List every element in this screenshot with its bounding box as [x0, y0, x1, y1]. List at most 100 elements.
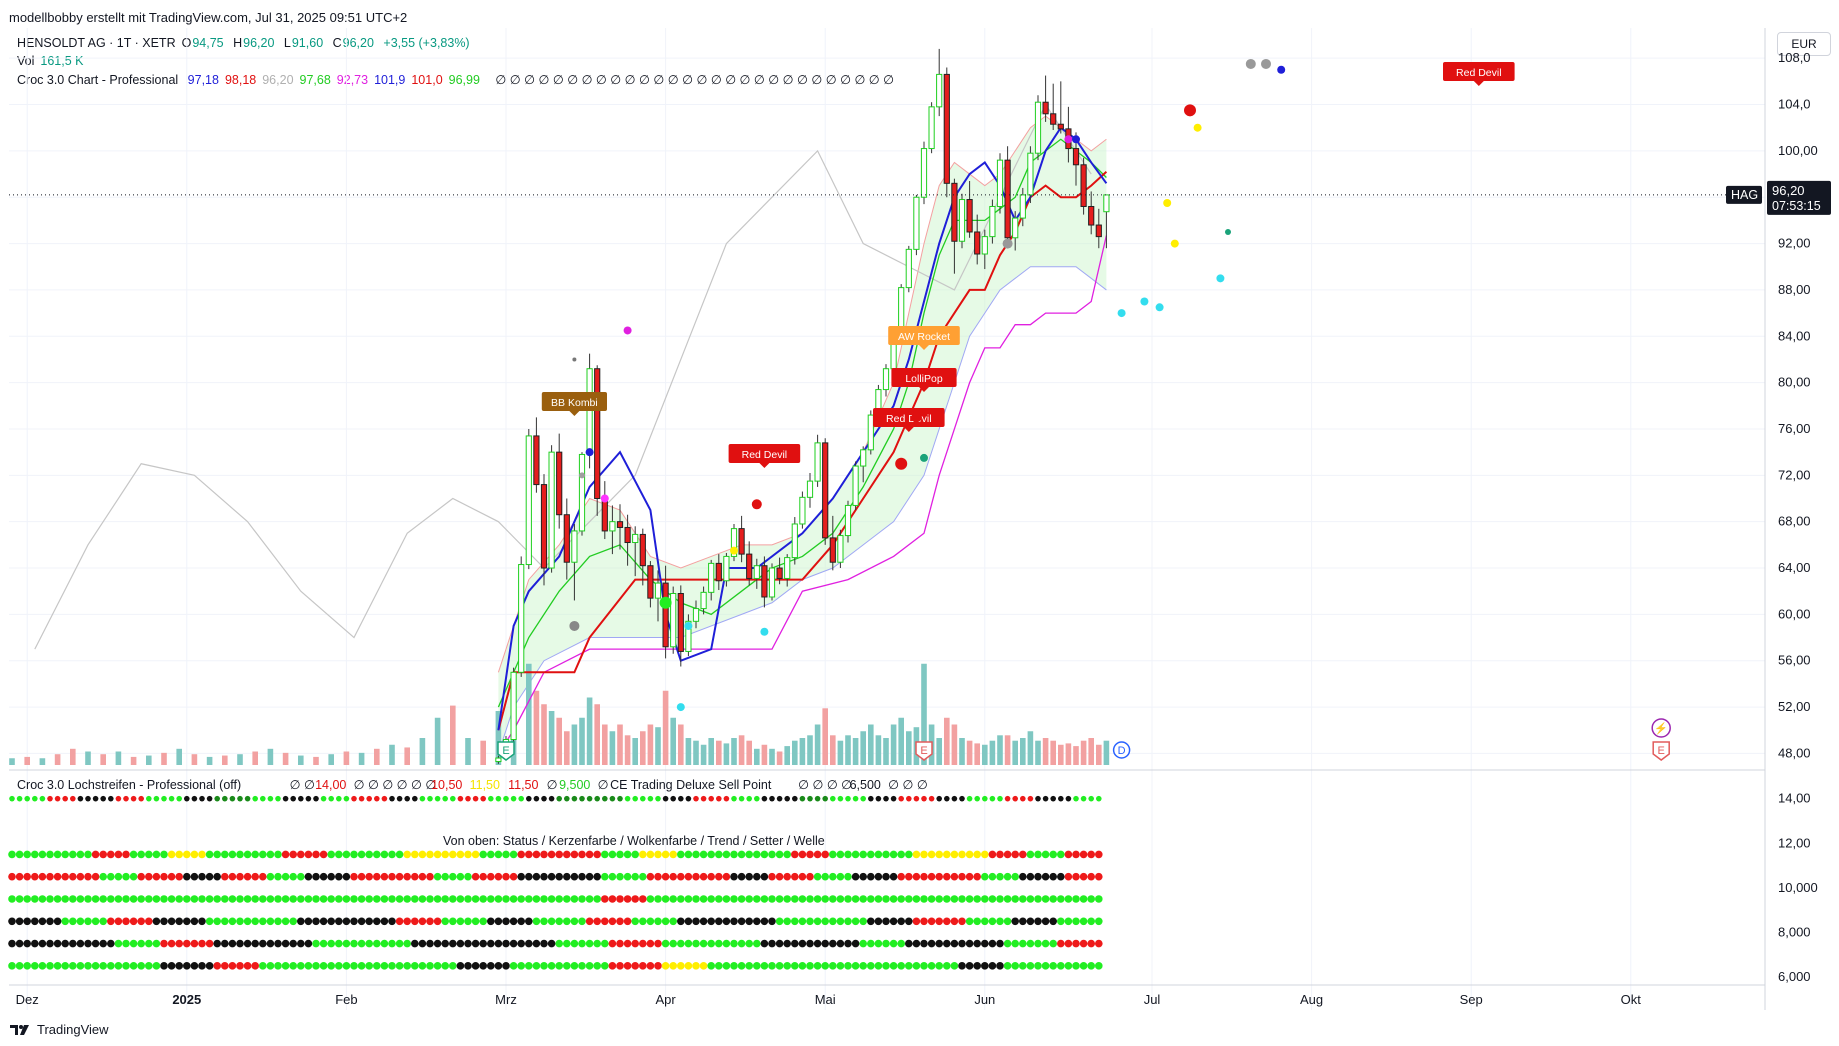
status-dot — [517, 895, 525, 903]
status-dot — [84, 917, 92, 926]
candle — [495, 757, 502, 763]
status-dot — [108, 795, 114, 802]
volume-bar — [1073, 746, 1079, 765]
lower-indicator-name: Croc 3.0 Lochstreifen - Professional (of… — [17, 778, 241, 792]
status-dot — [769, 795, 775, 802]
status-dot — [8, 917, 16, 926]
croc-value: 98,18 — [224, 73, 257, 87]
status-dot — [312, 939, 320, 948]
status-dot — [99, 962, 107, 970]
status-dot — [624, 795, 631, 802]
candle — [981, 236, 988, 255]
status-dot — [867, 917, 875, 926]
volume-bar — [419, 738, 426, 765]
volume-bar — [761, 744, 768, 765]
volume-bar — [1020, 738, 1026, 765]
status-dot — [935, 939, 943, 948]
status-dot — [8, 850, 16, 859]
status-dot — [775, 962, 784, 970]
status-dot — [662, 795, 669, 802]
status-dot — [760, 939, 769, 948]
status-dot — [365, 850, 374, 859]
status-dot — [91, 895, 100, 903]
status-dot — [821, 895, 829, 903]
status-dot — [198, 962, 206, 970]
status-dot — [1003, 939, 1012, 948]
status-dot — [874, 939, 883, 948]
status-dot — [730, 962, 738, 970]
signal-dot — [579, 472, 585, 479]
status-dot — [943, 939, 951, 948]
status-dot — [540, 939, 548, 948]
currency-selector[interactable]: EUR — [1777, 32, 1831, 56]
status-dot — [753, 962, 761, 970]
status-dot — [76, 850, 85, 859]
status-dot — [737, 850, 746, 859]
status-dot — [555, 872, 563, 881]
status-dot — [23, 895, 32, 903]
status-dot — [730, 850, 738, 859]
status-dot — [312, 850, 320, 859]
status-dot — [267, 795, 274, 802]
status-dot — [555, 917, 563, 926]
status-dot — [419, 795, 426, 802]
symbol-name[interactable]: HENSOLDT AG · 1T · XETR — [17, 36, 176, 50]
tradingview-logo-icon — [10, 1024, 29, 1035]
volume-bar — [556, 717, 562, 765]
candle — [829, 537, 836, 563]
status-dot — [517, 962, 525, 970]
status-dot — [342, 917, 351, 926]
lower-indicator-value: CE Trading Deluxe Sell Point — [610, 778, 772, 792]
status-dot — [783, 895, 791, 903]
status-dot — [357, 939, 366, 948]
status-dot — [555, 962, 563, 970]
status-dot — [1027, 795, 1034, 802]
status-dot — [183, 895, 191, 903]
y-tick-label: 100,00 — [1778, 143, 1818, 158]
volume-bar — [161, 752, 167, 765]
status-dot — [889, 917, 898, 926]
status-dot — [1072, 962, 1080, 970]
status-dot — [274, 962, 282, 970]
candle — [730, 528, 738, 557]
status-dot — [601, 939, 609, 948]
croc-value: 97,18 — [187, 73, 219, 87]
status-dot — [403, 872, 412, 881]
status-dot — [274, 917, 282, 926]
status-dot — [510, 795, 517, 802]
status-dot — [897, 939, 905, 948]
status-dot — [1087, 895, 1095, 903]
status-dot — [525, 962, 533, 970]
candle — [677, 593, 684, 652]
status-dot — [1019, 872, 1027, 881]
status-dot — [547, 939, 556, 948]
croc-indicator-name[interactable]: Croc 3.0 Chart - Professional — [17, 73, 179, 87]
status-dot — [31, 895, 39, 903]
status-dot — [912, 895, 921, 903]
status-dot — [176, 795, 182, 802]
status-dot — [532, 939, 541, 948]
status-dot — [905, 872, 913, 881]
y-tick-label: 88,00 — [1778, 282, 1811, 297]
status-dot — [433, 850, 442, 859]
volume-bar — [252, 751, 258, 765]
status-dot — [692, 917, 700, 926]
status-dot — [365, 895, 374, 903]
status-dot — [418, 939, 427, 948]
status-dot — [274, 939, 282, 948]
status-dot — [867, 850, 875, 859]
status-dot — [312, 872, 320, 881]
status-dot — [684, 872, 693, 881]
status-dot — [472, 795, 479, 802]
status-dot — [882, 872, 890, 881]
status-dot — [1095, 872, 1103, 881]
status-dot — [699, 917, 708, 926]
volume-bar — [655, 727, 661, 765]
status-dot — [23, 939, 32, 948]
status-dot — [487, 895, 495, 903]
status-dot — [1087, 850, 1095, 859]
status-dot — [517, 939, 525, 948]
status-dot — [677, 872, 685, 881]
status-dot — [830, 795, 836, 802]
